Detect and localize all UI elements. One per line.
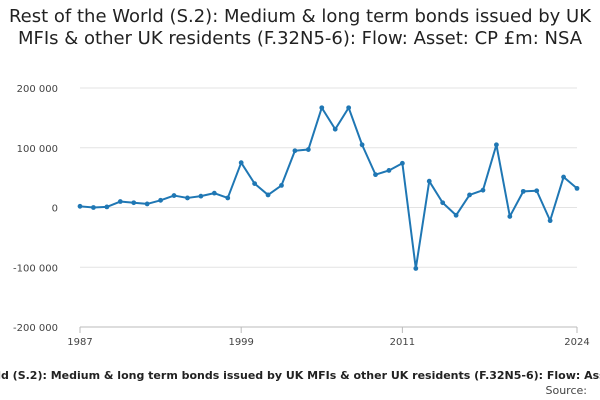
data-point[interactable]	[252, 181, 258, 187]
data-point[interactable]	[131, 200, 137, 206]
x-tick-label: 2024	[564, 337, 589, 348]
y-tick-labels: 200 000 100 000 0 -100 000 -200 000	[13, 84, 58, 334]
data-point[interactable]	[319, 105, 325, 111]
y-tick-label: 0	[52, 204, 58, 215]
data-point[interactable]	[144, 201, 150, 207]
y-tick-label: 200 000	[17, 84, 58, 95]
data-point[interactable]	[547, 218, 553, 224]
grid-lines	[80, 87, 577, 328]
data-point[interactable]	[520, 188, 526, 194]
data-point[interactable]	[561, 174, 566, 180]
data-point[interactable]	[117, 199, 123, 204]
data-point[interactable]	[413, 266, 419, 271]
data-point[interactable]	[467, 192, 472, 198]
axes	[79, 326, 578, 333]
data-point[interactable]	[507, 214, 513, 219]
data-point[interactable]	[305, 147, 311, 152]
data-point[interactable]	[359, 142, 365, 148]
data-point[interactable]	[480, 187, 486, 193]
legend-text: Rest of the World (S.2): Medium & long t…	[0, 369, 600, 382]
source-label: Source:	[546, 384, 588, 397]
data-point[interactable]	[386, 168, 392, 173]
data-point[interactable]	[198, 193, 204, 199]
data-point[interactable]	[77, 203, 83, 209]
point-layer	[77, 105, 580, 271]
y-tick-label: -100 000	[13, 263, 58, 274]
data-point[interactable]	[426, 178, 432, 184]
data-point[interactable]	[494, 142, 499, 148]
data-point[interactable]	[373, 172, 378, 178]
data-point[interactable]	[185, 195, 190, 201]
data-point[interactable]	[171, 193, 177, 198]
y-tick-label: -200 000	[13, 323, 58, 334]
x-tick-label: 1999	[228, 337, 253, 348]
data-point[interactable]	[211, 190, 217, 196]
chart-title: Rest of the World (S.2): Medium & long t…	[8, 6, 592, 49]
series-layer	[79, 106, 578, 270]
data-point[interactable]	[225, 195, 231, 201]
data-point[interactable]	[574, 185, 580, 191]
data-point[interactable]	[534, 188, 540, 194]
data-point[interactable]	[332, 126, 338, 132]
y-tick-label: 100 000	[17, 144, 58, 155]
series-line	[79, 106, 578, 270]
data-point[interactable]	[238, 160, 244, 166]
data-point[interactable]	[279, 182, 284, 188]
data-point[interactable]	[292, 148, 298, 154]
data-point[interactable]	[440, 200, 446, 206]
x-tick-labels: 1987 1999 2011 2024	[67, 337, 589, 348]
data-point[interactable]	[346, 105, 352, 111]
data-point[interactable]	[91, 205, 96, 210]
data-point[interactable]	[265, 192, 271, 198]
data-point[interactable]	[453, 212, 459, 218]
data-point[interactable]	[158, 197, 163, 203]
data-point[interactable]	[399, 160, 405, 166]
x-tick-label: 2011	[390, 337, 415, 348]
x-tick-label: 1987	[67, 337, 92, 348]
data-point[interactable]	[104, 204, 110, 210]
